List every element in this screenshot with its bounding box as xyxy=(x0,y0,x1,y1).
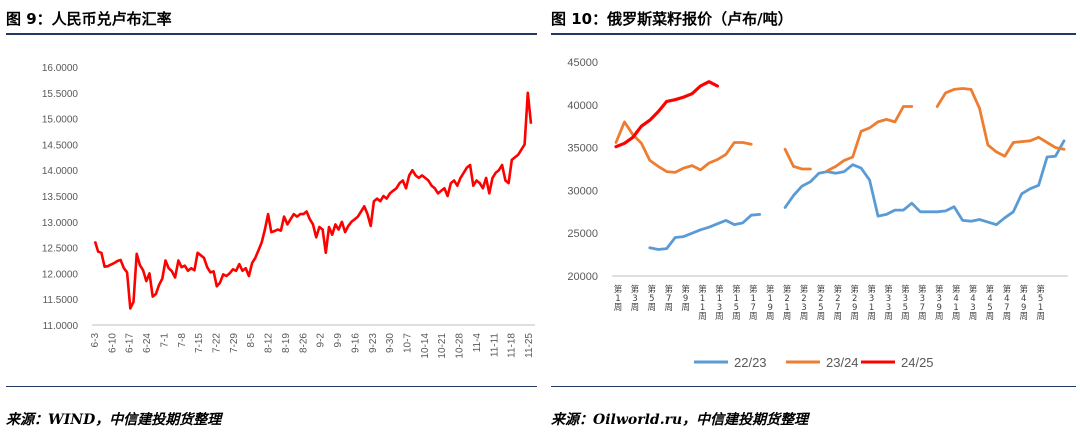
left-title-rule xyxy=(6,33,537,35)
y-tick-label: 35000 xyxy=(567,143,598,155)
legend-label-24-25: 24/25 xyxy=(901,355,934,370)
x-tick-label: 10-28 xyxy=(455,333,466,359)
x-tick-label: 9-23 xyxy=(368,333,379,353)
series-line-23-24 xyxy=(935,87,1066,158)
y-tick-label: 15.5000 xyxy=(42,89,79,100)
x-tick-label: 6-17 xyxy=(125,333,136,353)
y-tick-label: 14.5000 xyxy=(42,140,79,151)
x-tick-label: 10-14 xyxy=(420,333,431,359)
x-tick-label: 6-3 xyxy=(90,333,101,348)
y-tick-label: 30000 xyxy=(567,185,598,197)
x-tick-label: 7-15 xyxy=(194,333,205,353)
legend-label-23-24: 23/24 xyxy=(826,355,859,370)
x-tick-label: 10-7 xyxy=(402,333,413,353)
y-tick-label: 45000 xyxy=(567,57,598,69)
series-line-24-25 xyxy=(614,80,720,149)
x-tick-label: 9-2 xyxy=(316,333,327,348)
right-chart-title: 图 10：俄罗斯菜籽报价（卢布/吨） xyxy=(551,10,793,28)
left-source-note: 来源：WIND，中信建投期货整理 xyxy=(6,412,222,428)
x-tick-label: 7-29 xyxy=(229,333,240,353)
y-tick-label: 11.5000 xyxy=(43,295,79,306)
legend-label-22-23: 22/23 xyxy=(734,355,767,370)
x-tick-label: 7-8 xyxy=(177,333,188,348)
x-tick-label: 6-24 xyxy=(142,333,153,353)
right-title-rule xyxy=(551,33,1076,35)
exchange-rate-chart: 11.0000 11.5000 12.0000 12.5000 13.0000 13.50… xyxy=(42,63,535,359)
y-tick-label: 13.5000 xyxy=(42,192,79,203)
x-tick-label: 9-9 xyxy=(333,333,344,348)
y-tick-label: 12.5000 xyxy=(42,244,79,255)
y-tick-label: 20000 xyxy=(567,271,598,283)
y-tick-label: 40000 xyxy=(567,100,598,112)
y-tick-label: 14.0000 xyxy=(42,166,79,177)
x-tick-label: 9-30 xyxy=(385,333,396,353)
x-tick-label: 11-11 xyxy=(489,333,500,358)
series-line-22-23 xyxy=(648,212,762,251)
right-bottom-rule xyxy=(551,386,1076,387)
series-line-23-24 xyxy=(783,147,812,171)
series-line-23-24 xyxy=(614,120,753,174)
left-bottom-rule xyxy=(6,386,537,387)
x-tick-label: 8-5 xyxy=(246,333,257,348)
x-tick-label: 7-1 xyxy=(159,333,170,348)
x-tick-label: 8-26 xyxy=(298,333,309,353)
y-tick-label: 16.0000 xyxy=(42,63,79,74)
y-tick-label: 11.0000 xyxy=(43,321,79,332)
x-tick-label: 7-22 xyxy=(212,333,223,353)
x-tick-label: 9-16 xyxy=(350,333,361,353)
x-tick-label: 8-12 xyxy=(264,333,275,353)
series-line-23-24 xyxy=(825,105,914,173)
right-source-note: 来源：Oilworld.ru，中信建投期货整理 xyxy=(551,412,809,428)
exchange-rate-line xyxy=(93,91,533,310)
x-tick-label: 11-25 xyxy=(524,333,535,358)
x-tick-label: 8-19 xyxy=(281,333,292,353)
x-tick-label: 11-4 xyxy=(472,333,483,353)
x-tick-label: 11-18 xyxy=(507,333,518,358)
left-chart-title: 图 9：人民币兑卢布汇率 xyxy=(6,10,172,28)
series-line-22-23 xyxy=(783,139,1066,227)
y-tick-label: 15.0000 xyxy=(42,115,79,126)
y-tick-label: 25000 xyxy=(567,228,598,240)
x-tick-label: 6-10 xyxy=(107,333,118,353)
x-tick-label: 10-21 xyxy=(437,333,448,359)
y-tick-label: 12.0000 xyxy=(42,269,79,280)
y-tick-label: 13.0000 xyxy=(42,218,79,229)
